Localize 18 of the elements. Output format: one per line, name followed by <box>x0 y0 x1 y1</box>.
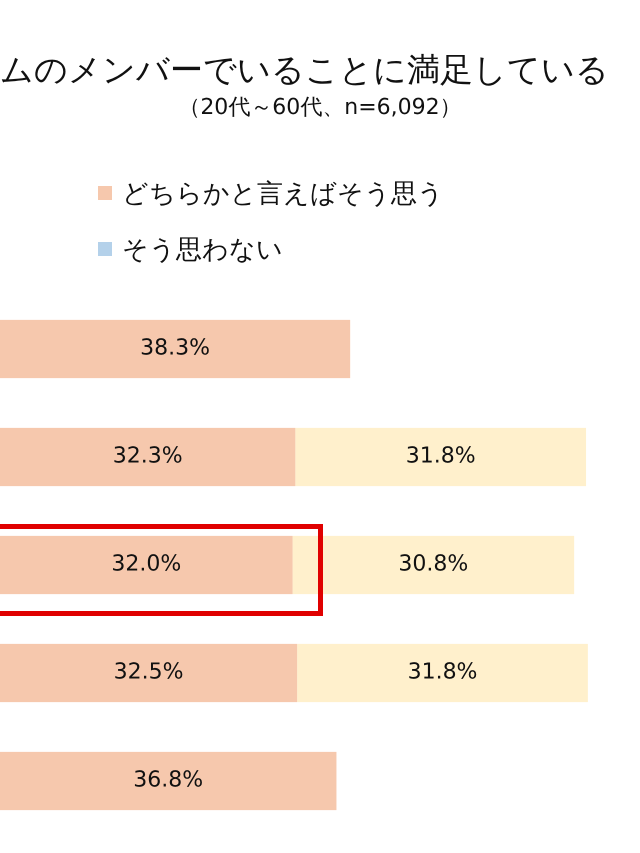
data-label: 32.5% <box>114 660 184 685</box>
data-label: 31.8% <box>408 660 478 685</box>
legend-label: そう思わない <box>122 234 283 266</box>
data-label: 36.8% <box>133 768 204 793</box>
bar <box>297 644 588 702</box>
bar <box>295 428 586 486</box>
legend-label: どちらかと言えばそう思う <box>122 178 444 210</box>
data-label: 38.3% <box>140 336 210 361</box>
data-label: 32.0% <box>111 552 182 577</box>
bar <box>0 320 350 378</box>
bar <box>0 752 336 810</box>
data-label: 32.3% <box>112 444 183 469</box>
bar <box>0 644 298 702</box>
bar <box>0 428 296 486</box>
chart-title: ムのメンバーでいることに満足している <box>0 49 609 91</box>
data-label: 30.8% <box>398 552 468 577</box>
chart-subtitle: （20代～60代、n=6,092） <box>177 94 463 122</box>
data-label: 31.8% <box>406 444 476 469</box>
